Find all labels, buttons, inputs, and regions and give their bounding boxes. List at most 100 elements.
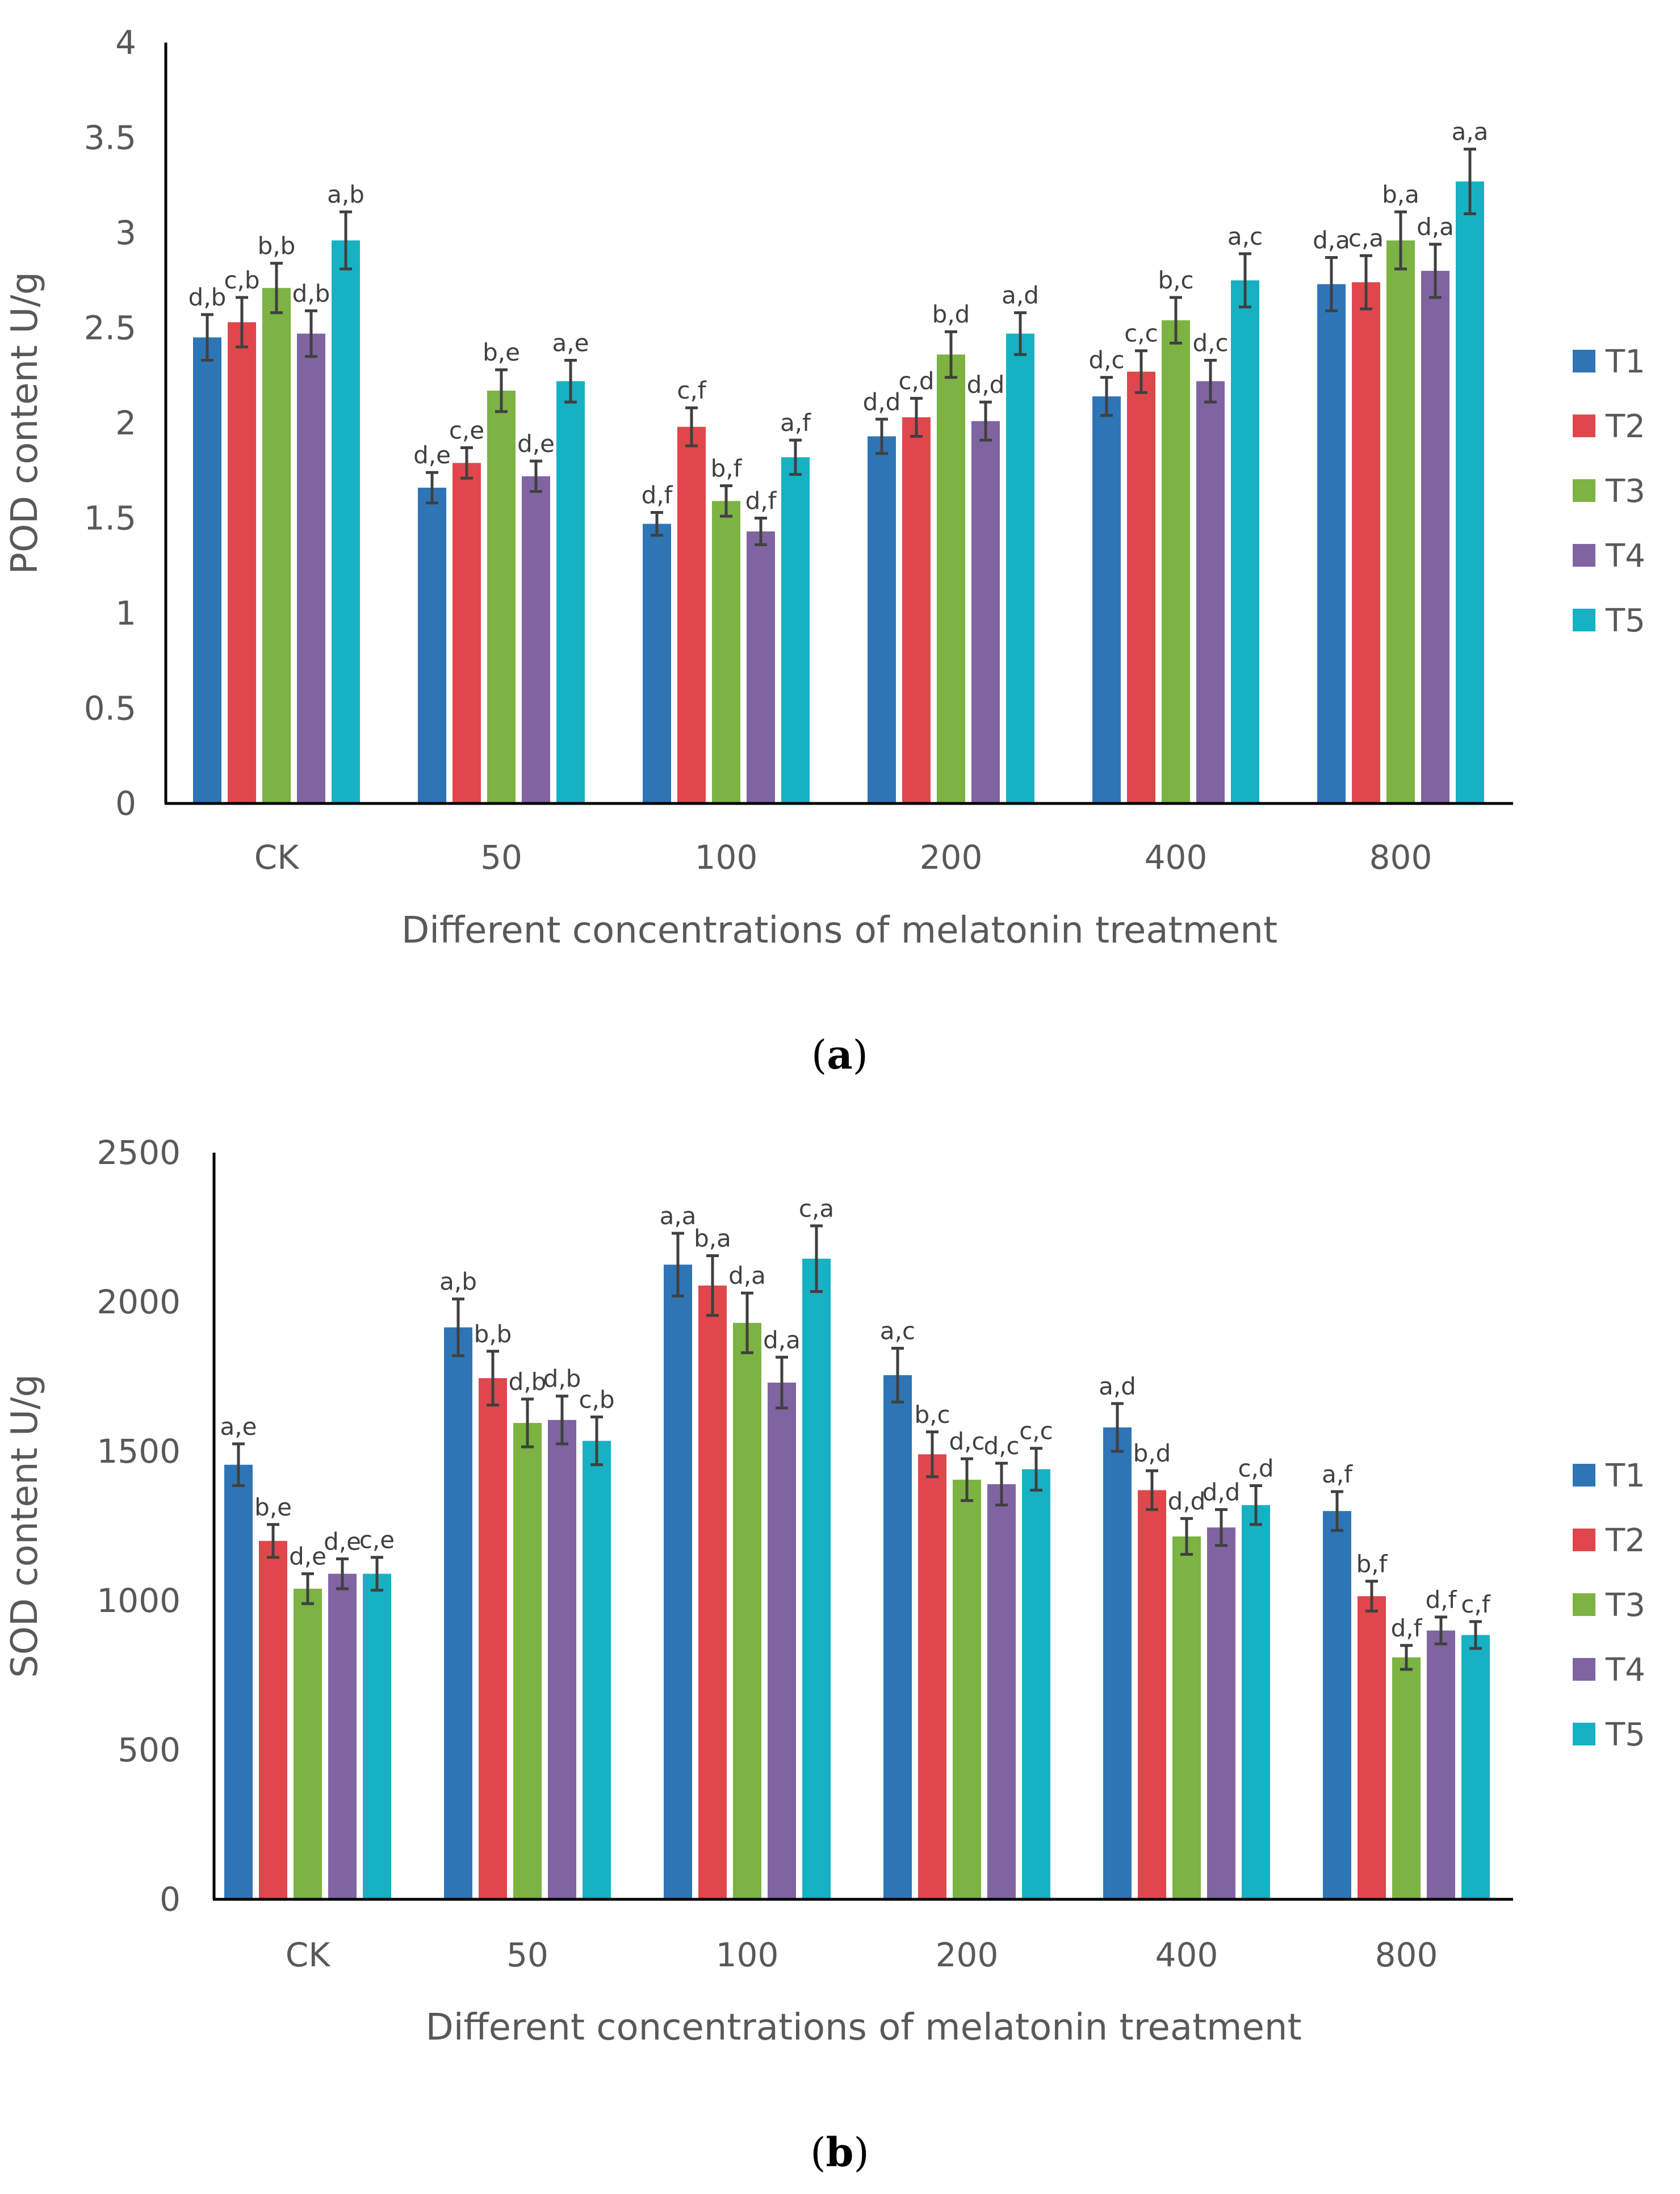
bar-t4-50 bbox=[522, 476, 550, 803]
error-bar bbox=[1435, 1615, 1447, 1645]
legend-label: T2 bbox=[1605, 1522, 1645, 1559]
significance-label: b,b bbox=[474, 1320, 512, 1348]
bar-t5-ck bbox=[363, 1573, 391, 1899]
bar-t5-ck bbox=[332, 240, 360, 803]
bar-t5-800 bbox=[1461, 1635, 1490, 1899]
x-tick-label: 100 bbox=[695, 838, 758, 877]
bar-t1-400 bbox=[1103, 1427, 1132, 1899]
bar-t3-50 bbox=[487, 391, 516, 803]
bar-t3-100 bbox=[733, 1322, 761, 1899]
x-tick-label: 800 bbox=[1375, 1936, 1438, 1974]
y-tick-label: 2.5 bbox=[84, 309, 136, 347]
error-bar bbox=[1464, 148, 1476, 215]
error-bar bbox=[741, 1291, 753, 1354]
bar-t3-800 bbox=[1386, 240, 1415, 803]
legend-label: T1 bbox=[1605, 344, 1645, 380]
bar-t4-ck bbox=[297, 333, 325, 803]
bar-t1-50 bbox=[418, 487, 446, 803]
significance-label: d,e bbox=[289, 1543, 326, 1571]
panel-label-a: (a) bbox=[811, 1031, 868, 1078]
legend-label: T5 bbox=[1605, 1716, 1645, 1753]
error-bar bbox=[789, 438, 802, 476]
x-tick-label: CK bbox=[254, 838, 300, 877]
error-bar bbox=[232, 1442, 245, 1487]
error-bar bbox=[651, 510, 663, 537]
error-bar bbox=[1135, 349, 1147, 394]
significance-label: a,f bbox=[780, 409, 811, 437]
significance-label: d,f bbox=[745, 487, 777, 515]
bar-t2-100 bbox=[698, 1286, 727, 1899]
significance-label: d,a bbox=[1417, 213, 1454, 241]
bar-t3-800 bbox=[1392, 1657, 1421, 1899]
significance-label: d,c bbox=[983, 1432, 1019, 1460]
bar-t5-400 bbox=[1231, 280, 1259, 803]
error-bar bbox=[1394, 210, 1407, 271]
legend-swatch bbox=[1573, 544, 1595, 567]
legend-swatch bbox=[1573, 1658, 1595, 1681]
bar-t3-400 bbox=[1172, 1536, 1201, 1899]
significance-label: b,e bbox=[483, 338, 520, 366]
legend-label: T3 bbox=[1605, 473, 1645, 510]
y-tick-label: 2500 bbox=[97, 1133, 181, 1172]
bar-t2-800 bbox=[1352, 282, 1380, 804]
bar-t2-ck bbox=[259, 1540, 287, 1899]
error-bar bbox=[1204, 358, 1217, 404]
bar-t3-200 bbox=[937, 354, 965, 803]
bar-t5-800 bbox=[1456, 181, 1484, 803]
error-bar bbox=[1215, 1508, 1227, 1547]
x-tick-label: CK bbox=[286, 1936, 331, 1974]
error-bar bbox=[1429, 242, 1442, 299]
error-bar bbox=[236, 296, 248, 349]
bar-t5-50 bbox=[583, 1441, 611, 1899]
error-bar bbox=[995, 1462, 1008, 1507]
significance-label: a,b bbox=[439, 1268, 477, 1296]
bar-t1-ck bbox=[224, 1464, 253, 1899]
significance-label: a,c bbox=[880, 1317, 915, 1345]
legend-item-t3: T3 bbox=[1573, 473, 1645, 510]
error-bar bbox=[305, 309, 317, 358]
error-bar bbox=[426, 471, 438, 505]
error-bar bbox=[945, 330, 957, 379]
bar-t2-200 bbox=[902, 417, 931, 803]
significance-label: b,b bbox=[258, 232, 296, 260]
bar-t1-ck bbox=[193, 337, 221, 803]
bar-t4-400 bbox=[1196, 381, 1225, 803]
significance-label: c,f bbox=[1461, 1590, 1490, 1618]
bar-t2-200 bbox=[918, 1454, 946, 1899]
bar-t4-800 bbox=[1421, 271, 1449, 803]
error-bar bbox=[201, 313, 213, 362]
significance-label: c,a bbox=[799, 1195, 834, 1222]
error-bar bbox=[672, 1232, 684, 1297]
bar-t5-400 bbox=[1242, 1505, 1270, 1899]
error-bar bbox=[1360, 254, 1372, 311]
significance-label: b,f bbox=[711, 455, 743, 483]
y-tick-label: 3.5 bbox=[84, 119, 136, 157]
error-bar bbox=[1170, 296, 1182, 345]
significance-label: a,b bbox=[327, 181, 365, 208]
x-tick-label: 800 bbox=[1369, 838, 1432, 877]
significance-label: d,d bbox=[863, 388, 901, 416]
error-bar bbox=[340, 210, 352, 271]
error-bar bbox=[1239, 252, 1251, 309]
error-bar bbox=[979, 400, 992, 442]
significance-label: a,e bbox=[220, 1413, 257, 1441]
x-tick-label: 200 bbox=[920, 838, 983, 877]
bar-t3-400 bbox=[1162, 320, 1190, 803]
bar-t2-50 bbox=[453, 463, 481, 803]
significance-label: d,f bbox=[1391, 1614, 1423, 1642]
y-tick-label: 1000 bbox=[97, 1581, 181, 1620]
legend-item-t2: T2 bbox=[1573, 408, 1645, 445]
bar-t4-200 bbox=[971, 421, 1000, 803]
error-bar bbox=[460, 446, 473, 480]
significance-label: c,e bbox=[449, 417, 484, 445]
error-bar bbox=[521, 1397, 534, 1448]
significance-label: d,a bbox=[1313, 227, 1350, 254]
bar-t2-800 bbox=[1358, 1596, 1386, 1899]
y-tick-label: 1500 bbox=[97, 1432, 181, 1471]
significance-label: a,f bbox=[1322, 1460, 1353, 1488]
significance-label: c,c bbox=[1019, 1417, 1053, 1445]
bar-t1-100 bbox=[643, 524, 671, 803]
error-bar bbox=[1030, 1447, 1042, 1492]
significance-label: d,c bbox=[949, 1427, 984, 1455]
